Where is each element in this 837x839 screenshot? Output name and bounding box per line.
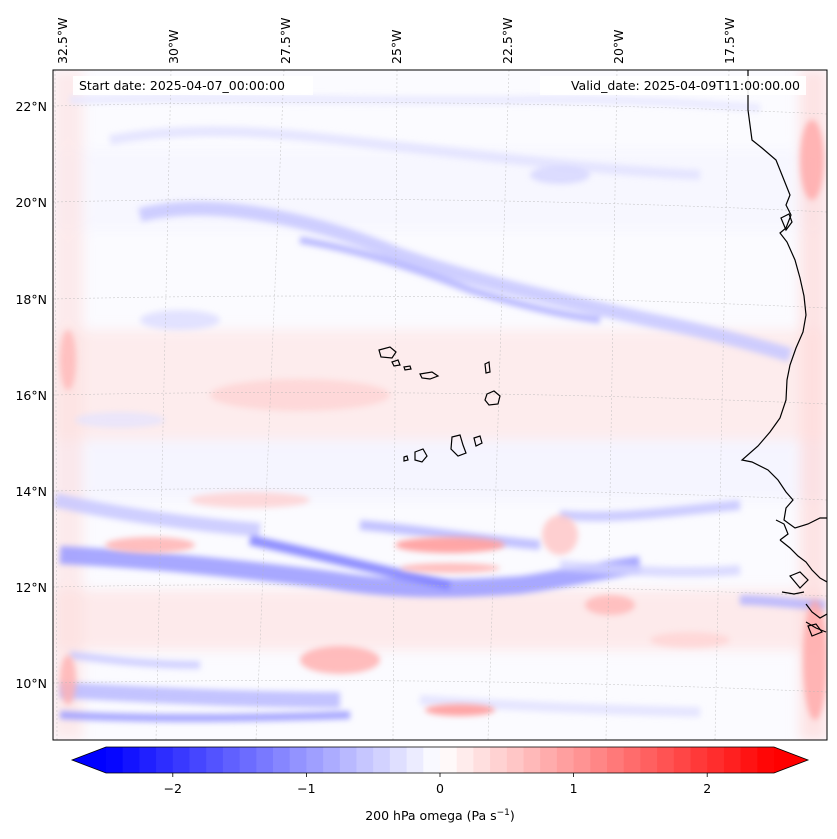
lon-label: 27.5°W [278, 18, 293, 64]
colorbar-tick-label: 0 [436, 781, 444, 796]
coastlines [378, 70, 827, 637]
colorbar-cell [590, 747, 608, 773]
africa-coastline [740, 70, 827, 633]
colorbar-cell [323, 747, 341, 773]
island-outline [414, 448, 428, 463]
island-outline [484, 390, 501, 406]
island-outline [419, 371, 440, 380]
colorbar-cell [172, 747, 190, 773]
island-outline [450, 434, 467, 457]
colorbar-extend-max [774, 747, 808, 773]
colorbar-cell [723, 747, 742, 773]
colorbar-tick-label: −1 [297, 781, 315, 796]
colorbar-tick-label: 2 [703, 781, 711, 796]
colorbar-cell [707, 747, 725, 773]
colorbar-tick-label: 1 [570, 781, 578, 796]
colorbar-cell [657, 747, 675, 773]
lat-label: 14°N [15, 484, 47, 499]
lon-label: 20°W [611, 29, 626, 64]
lat-label: 16°N [15, 388, 47, 403]
colorbar-cell [623, 747, 641, 773]
longitude-labels: 32.5°W 30°W 27.5°W 25°W 22.5°W 20°W 17.5… [55, 18, 737, 64]
lon-label: 32.5°W [55, 18, 70, 64]
colorbar-cell [306, 747, 324, 773]
colorbar-cell [607, 747, 625, 773]
colorbar-cell [206, 747, 224, 773]
valid-date-box [540, 76, 806, 95]
colorbar-cell [406, 747, 424, 773]
colorbar-extend-min [72, 747, 106, 773]
omega-negative-bands [53, 94, 826, 723]
colorbar-cell [339, 747, 357, 773]
colorbar-cell [156, 747, 174, 773]
colorbar-cell [540, 747, 558, 773]
lat-label: 20°N [15, 195, 47, 210]
colorbar-ticks: −2 −1 0 1 2 [164, 773, 711, 796]
colorbar-cell [506, 747, 524, 773]
colorbar-cell [490, 747, 508, 773]
colorbar-cell [673, 747, 691, 773]
colorbar-cell [139, 747, 157, 773]
colorbar-cell [523, 747, 541, 773]
colorbar-cell [239, 747, 257, 773]
coastline-segment [807, 623, 823, 637]
colorbar-cell [256, 747, 274, 773]
colorbar-cell [757, 747, 775, 773]
omega-positive-patches [60, 120, 827, 720]
map-frame [52, 69, 828, 741]
lon-label: 17.5°W [722, 18, 737, 64]
colorbar-cell [356, 747, 374, 773]
island-outline [403, 455, 409, 462]
colorbar-cell [106, 747, 124, 773]
lat-label: 22°N [15, 99, 47, 114]
colorbar-cell [640, 747, 658, 773]
colorbar-cell [389, 747, 408, 773]
omega-field-broad [53, 70, 827, 740]
coastline-segment [775, 519, 789, 541]
colorbar-label: 200 hPa omega (Pa s−1) [365, 808, 515, 823]
lon-label: 25°W [389, 29, 404, 64]
valid-date-label: Valid_date: 2025-04-09T11:00:00.00 [571, 78, 800, 93]
colorbar-cell [289, 747, 307, 773]
lat-label: 12°N [15, 580, 47, 595]
colorbar-cell [740, 747, 758, 773]
island-outline [391, 359, 401, 367]
start-date-label: Start date: 2025-04-07_00:00:00 [79, 78, 285, 93]
colorbar: −2 −1 0 1 2 200 hPa omega (Pa s−1) [70, 746, 810, 823]
island-outline [378, 346, 397, 359]
colorbar-cell [122, 747, 140, 773]
colorbar-cells [72, 747, 808, 773]
colorbar-cell [473, 747, 491, 773]
map-panel: Start date: 2025-04-07_00:00:00 Valid_da… [52, 69, 828, 741]
lon-label: 30°W [166, 29, 181, 64]
start-date-box [73, 76, 313, 95]
island-outline [403, 365, 412, 371]
colorbar-cell [690, 747, 708, 773]
colorbar-cell [423, 747, 441, 773]
omega-field [53, 70, 827, 740]
colorbar-outline [70, 746, 810, 774]
colorbar-cell [222, 747, 241, 773]
colorbar-cell [456, 747, 474, 773]
lon-label: 22.5°W [500, 18, 515, 64]
colorbar-cell [556, 747, 575, 773]
island-outline [473, 435, 483, 447]
coastline-segment [789, 571, 809, 589]
lat-label: 10°N [15, 676, 47, 691]
colorbar-cell [573, 747, 591, 773]
island-outline [484, 361, 491, 374]
colorbar-tick-label: −2 [164, 781, 182, 796]
latitude-labels: 22°N 20°N 18°N 16°N 14°N 12°N 10°N [15, 99, 47, 691]
coastline-segment [780, 213, 793, 232]
colorbar-cell [373, 747, 391, 773]
colorbar-cell [440, 747, 458, 773]
colorbar-cell [273, 747, 291, 773]
colorbar-cell [189, 747, 207, 773]
lat-label: 18°N [15, 292, 47, 307]
